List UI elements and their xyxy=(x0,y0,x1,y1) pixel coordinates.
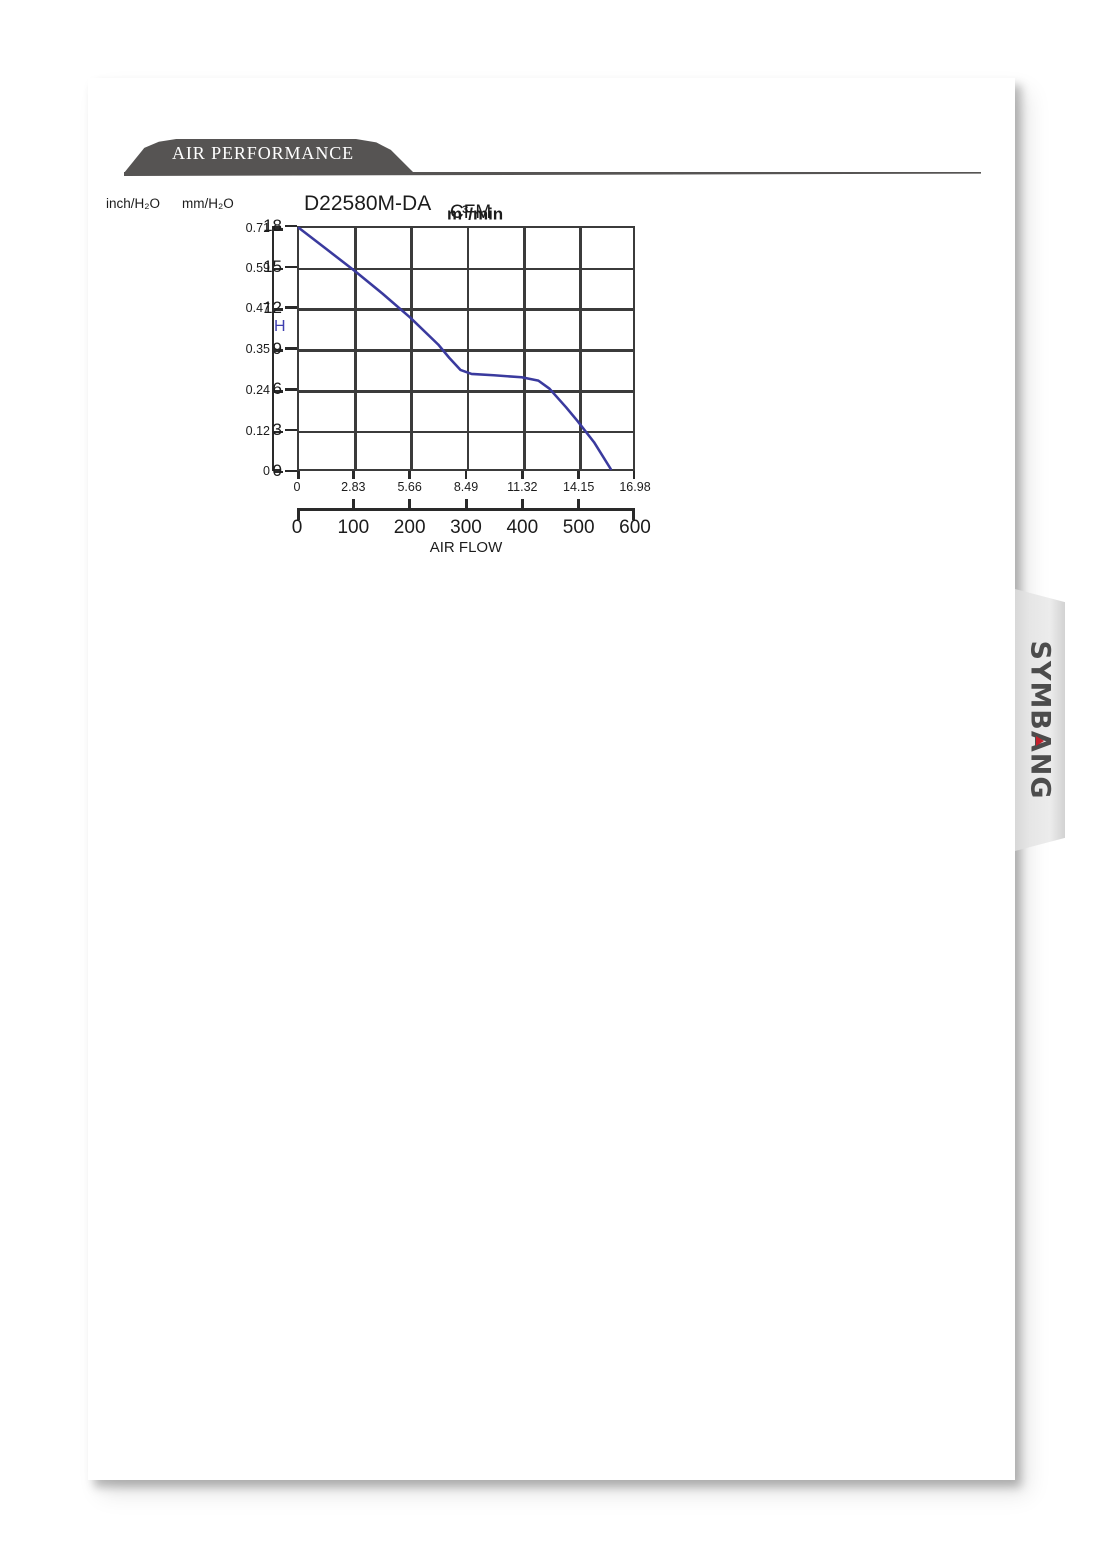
gridline-vertical xyxy=(523,228,526,469)
x-tick-m3min xyxy=(297,471,300,479)
banner-rule xyxy=(124,172,981,176)
x-tick-label-cfm: 400 xyxy=(506,517,539,538)
y-tick-label-inch: 0.24 xyxy=(245,383,270,398)
y-tick-label-mm: 6 xyxy=(272,379,282,399)
x-unit-permin: /min xyxy=(468,204,504,224)
chart-title: D22580M-DA xyxy=(304,192,432,215)
y-tick-mm xyxy=(285,428,297,432)
x-axis-unit-m3min: m3/min xyxy=(447,204,503,225)
x-unit-exponent: 3 xyxy=(462,204,469,216)
x-tick-label-m3min: 16.98 xyxy=(619,480,651,494)
y-tick-inch: 0.12 xyxy=(246,424,283,438)
gridline-horizontal xyxy=(299,349,633,352)
gridline-horizontal xyxy=(299,430,633,434)
performance-curve xyxy=(297,226,613,471)
banner-shape xyxy=(124,139,414,173)
y-tick-label-mm: 12 xyxy=(263,297,282,317)
x-tick-label-cfm: 300 xyxy=(450,517,482,538)
y-tick-inch: 0.47 xyxy=(246,301,283,315)
y-tick-mm xyxy=(285,388,297,391)
document-page: AIR PERFORMANCE inch/H₂O mm/H₂O D22580M-… xyxy=(88,78,1015,1480)
x-tick-cfm xyxy=(351,499,355,511)
y-axis-inch: 0.71 0.59 0.47 0.35 0.24 0.12 0 xyxy=(246,221,283,478)
x-tick-m3min xyxy=(464,471,468,479)
gridline-horizontal xyxy=(299,267,633,271)
brand-name: SYMBANG xyxy=(1024,640,1056,800)
y-tick-label-inch: 0.35 xyxy=(245,342,270,357)
x-tick-label-m3min: 8.49 xyxy=(453,480,479,494)
x-tick-cfm xyxy=(408,499,412,511)
plot-area xyxy=(297,226,635,471)
x-tick-m3min xyxy=(408,471,411,479)
x-tick-label-m3min: 0 xyxy=(293,480,301,494)
x-axis-cfm: 0 100 200 300 400 500 600 xyxy=(292,499,651,538)
x-tick-label-cfm: 0 xyxy=(291,517,303,538)
y-axis-unit-inch: inch/H₂O xyxy=(106,196,161,211)
air-performance-chart: inch/H₂O mm/H₂O D22580M-DA 0.71 0.59 0.47 0… xyxy=(106,192,666,566)
gridline-vertical xyxy=(410,228,413,469)
y-tick-label-inch: 0.59 xyxy=(245,260,270,275)
gridline-vertical xyxy=(354,228,357,469)
x-axis-unit-cfm: CFM xyxy=(450,202,492,223)
x-tick-label-cfm: 200 xyxy=(393,517,426,538)
y-tick-inch: 0.59 xyxy=(246,261,283,275)
x-tick-cfm xyxy=(577,499,581,511)
section-title: AIR PERFORMANCE xyxy=(172,143,355,163)
y-tick-label-inch: 0.71 xyxy=(245,221,270,235)
y-tick-inch: 0.71 xyxy=(246,221,283,235)
y-tick-label-inch: 0.12 xyxy=(245,423,270,438)
x-tick-cfm xyxy=(464,499,468,511)
section-banner: AIR PERFORMANCE xyxy=(124,139,984,185)
x-tick-cfm xyxy=(520,499,524,511)
x-tick-label-cfm: 500 xyxy=(562,517,595,538)
x-tick-label-m3min: 14.15 xyxy=(563,480,595,494)
y-tick-inch: 0 xyxy=(263,464,283,478)
y-tick-inch: 0.24 xyxy=(246,383,283,397)
x-tick-m3min xyxy=(577,471,580,479)
x-tick-m3min xyxy=(632,471,635,479)
y-tick-mm xyxy=(285,306,297,309)
y-tick-label-mm: 18 xyxy=(263,216,282,235)
gridline-horizontal xyxy=(299,308,633,311)
y-tick-mm xyxy=(285,347,297,350)
y-tick-label-mm: 15 xyxy=(263,256,282,276)
x-tick-m3min xyxy=(521,471,524,479)
y-tick-mm xyxy=(285,224,297,228)
brand-accent-triangle-icon xyxy=(1036,736,1044,746)
y-tick-mm xyxy=(285,469,297,473)
gridline-vertical xyxy=(579,228,582,469)
y-tick-label-mm: 9 xyxy=(272,338,282,358)
y-tick-label-mm: 0 xyxy=(272,461,282,480)
x-tick-label-m3min: 5.66 xyxy=(397,480,422,494)
y-tick-mm xyxy=(285,265,297,269)
y-tick-label-inch: 0 xyxy=(263,463,270,478)
y-tick-inch: 0.35 xyxy=(246,342,283,356)
x-unit-m: m xyxy=(447,204,463,224)
x-tick-label-m3min: 11.32 xyxy=(507,480,538,494)
x-axis-caption: AIR FLOW xyxy=(429,539,503,556)
curve-series-label: H xyxy=(274,318,286,335)
x-tick-label-cfm: 600 xyxy=(619,517,651,538)
y-tick-label-mm: 3 xyxy=(272,420,282,440)
brand-side-tab: SYMBANG xyxy=(1015,589,1065,851)
y-axis-unit-mm: mm/H₂O xyxy=(182,196,234,211)
x-tick-label-m3min: 2.83 xyxy=(341,480,366,494)
gridline-vertical xyxy=(466,228,470,469)
y-tick-label-inch: 0.47 xyxy=(245,301,270,316)
gridline-horizontal xyxy=(299,390,633,393)
x-tick-m3min xyxy=(352,471,355,479)
x-tick-label-cfm: 100 xyxy=(337,517,370,538)
